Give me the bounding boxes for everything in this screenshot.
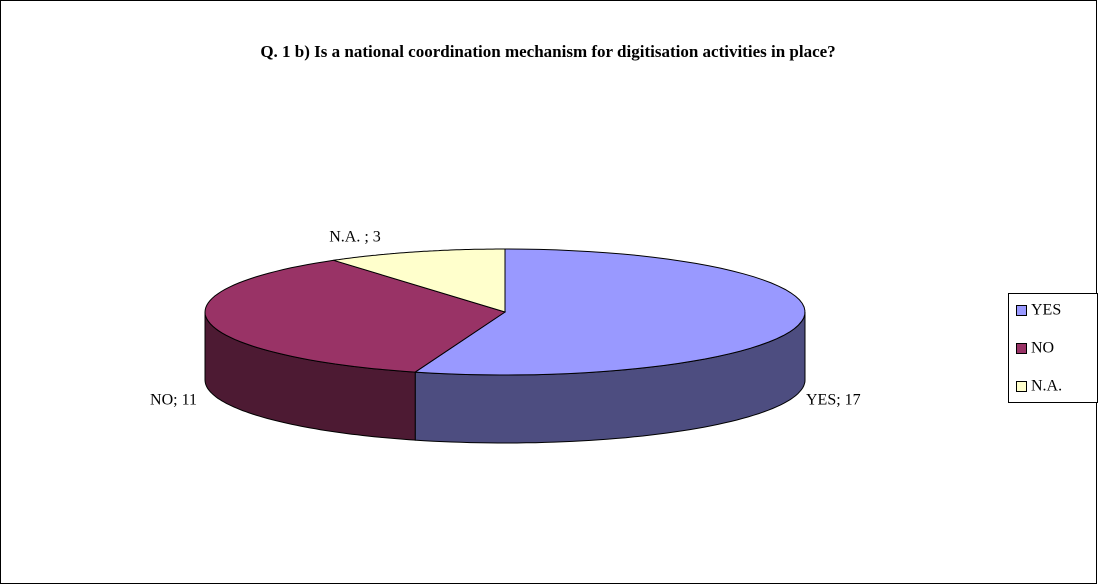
legend-swatch	[1016, 381, 1027, 392]
slice	[204, 259, 507, 373]
legend-label: N.A.	[1031, 378, 1062, 395]
chart-title: Q. 1 b) Is a national coordination mecha…	[260, 42, 836, 61]
legend-label: YES	[1031, 302, 1061, 319]
slice	[413, 248, 806, 376]
legend-swatch	[1016, 343, 1027, 354]
slice	[333, 248, 506, 313]
legend-swatch	[1016, 305, 1027, 316]
legend-label: NO	[1031, 340, 1054, 357]
data-label: YES; 17	[806, 392, 861, 409]
data-label: NO; 11	[150, 392, 197, 409]
data-label: N.A. ; 3	[329, 229, 381, 246]
